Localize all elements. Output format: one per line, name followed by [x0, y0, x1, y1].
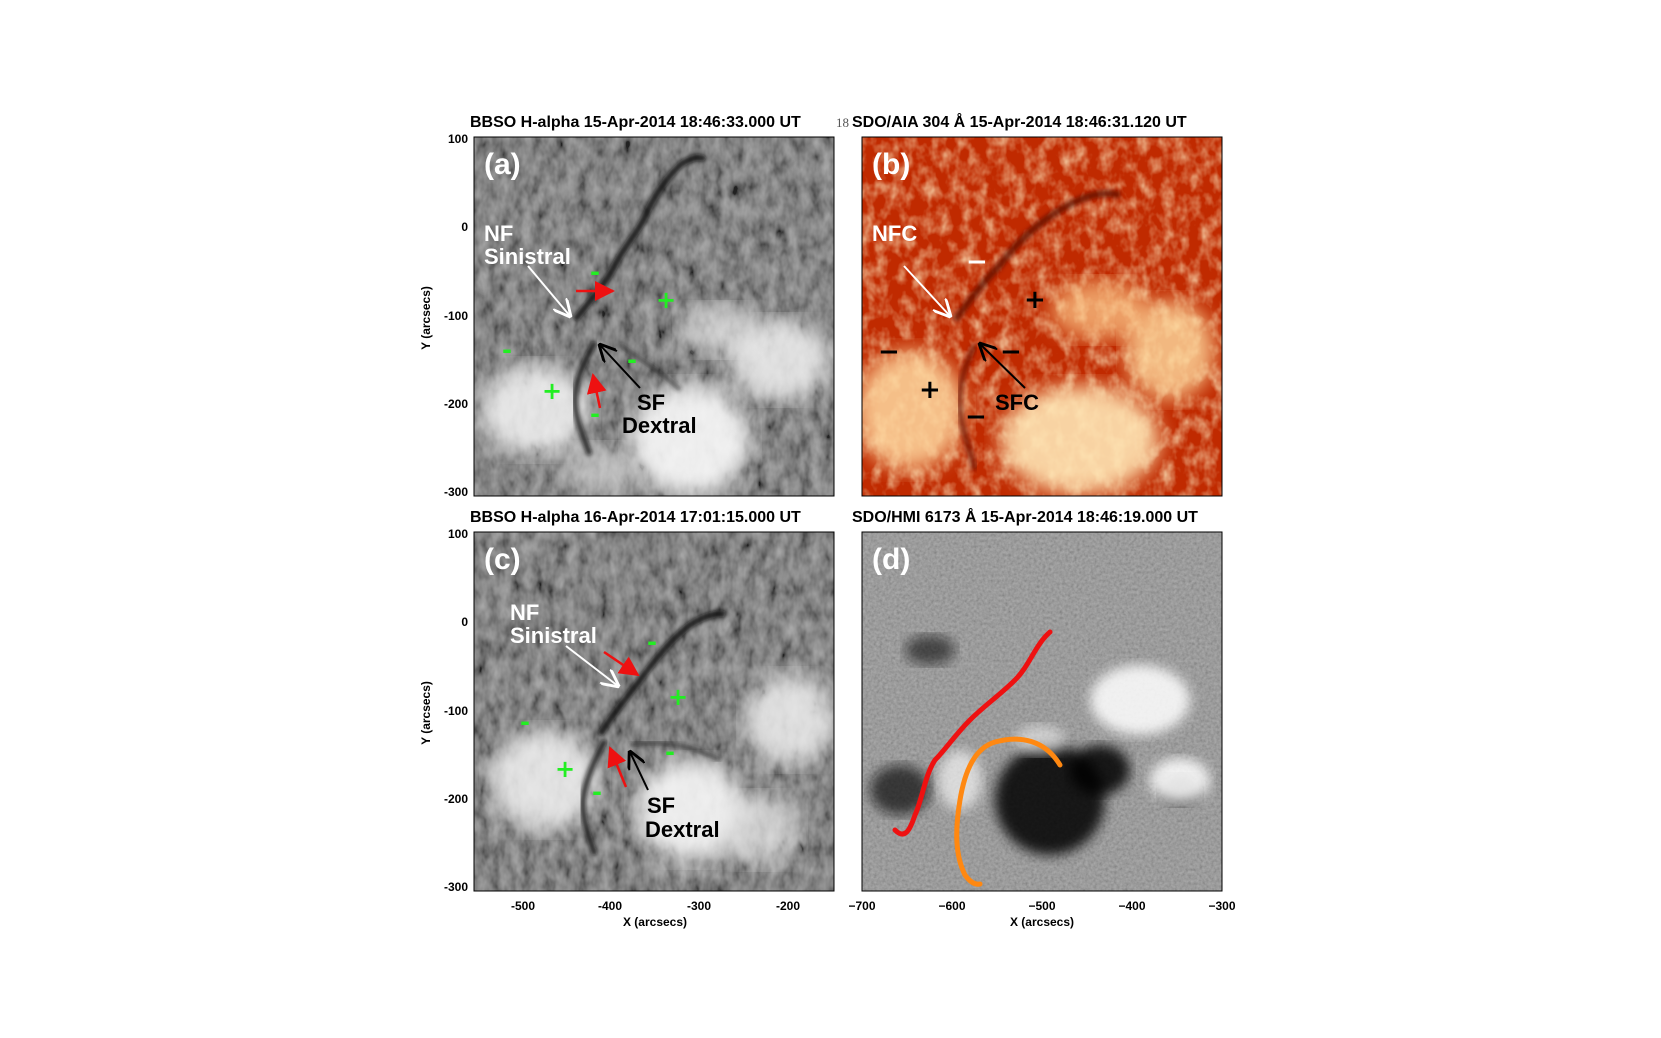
y-tick-c-4: -300: [444, 880, 468, 894]
panel-a-sf-sub: Dextral: [622, 413, 697, 438]
panel-b: SDO/AIA 304 Å 15-Apr-2014 18:46:31.120 U…: [852, 112, 1223, 497]
panel-b-sfc-label: SFC: [995, 390, 1039, 415]
panel-a-nf-arrow: [527, 265, 570, 316]
x-tick-c-0: -500: [511, 899, 535, 913]
panel-d-label: (d): [872, 543, 910, 576]
panel-a-nf-sub: Sinistral: [484, 244, 571, 269]
panel-a-minus-4: -: [590, 400, 600, 428]
panel-a-minus-1: -: [590, 258, 600, 286]
panel-a-y-ticks: 100 0 -100 -200 -300: [444, 132, 468, 499]
panel-c-title: BBSO H-alpha 16-Apr-2014 17:01:15.000 UT: [470, 509, 801, 526]
panel-b-minus-3: −: [1000, 337, 1022, 367]
x-tick-d-3: −400: [1118, 899, 1145, 913]
panel-c-sf-arrow: [630, 752, 649, 791]
panel-a-plus-1: +: [656, 286, 676, 314]
page-number: 18: [836, 115, 849, 130]
x-tick-c-3: -200: [776, 899, 800, 913]
panel-c-plus-1: +: [668, 683, 688, 711]
panel-b-label: (b): [872, 148, 910, 181]
y-tick-c-0: 100: [448, 527, 468, 541]
panel-a-label: (a): [484, 148, 521, 181]
x-tick-d-0: −700: [848, 899, 875, 913]
panel-a-sf-arrow: [600, 345, 641, 389]
panel-c-sf-label: SF: [647, 793, 675, 818]
panel-a-image: [474, 137, 834, 496]
panel-b-title: SDO/AIA 304 Å 15-Apr-2014 18:46:31.120 U…: [852, 112, 1187, 131]
x-tick-c-1: -400: [598, 899, 622, 913]
panel-c-red-arrow-top: [603, 650, 640, 677]
panel-a-nf-label: NF: [484, 221, 513, 246]
panel-c-nf-label: NF: [510, 600, 539, 625]
panel-c-label: (c): [484, 543, 521, 576]
panel-a-red-arrow-bottom: [586, 373, 607, 409]
panel-b-image: [862, 137, 1222, 496]
y-tick-a-4: -300: [444, 485, 468, 499]
panel-b-minus-1: −: [966, 247, 988, 277]
panel-b-minus-4: −: [965, 402, 987, 432]
panel-c-minus-2: -: [520, 708, 530, 736]
panel-c-plus-2: +: [555, 755, 575, 783]
x-tick-d-4: −300: [1208, 899, 1235, 913]
panel-c-minus-1: -: [647, 628, 657, 656]
panel-d-title: SDO/HMI 6173 Å 15-Apr-2014 18:46:19.000 …: [852, 507, 1198, 526]
panel-c-image: [474, 532, 834, 891]
panel-d-x-ticks: −700 −600 −500 −400 −300: [848, 899, 1235, 913]
panel-b-nfc-arrow: [903, 265, 950, 316]
panel-c-sf-sub: Dextral: [645, 817, 720, 842]
y-tick-c-1: 0: [461, 615, 468, 629]
panel-a-plus-2: +: [542, 377, 562, 405]
panel-c-y-ticks: 100 0 -100 -200 -300: [444, 527, 468, 894]
panel-b-sfc-arrow: [980, 344, 1026, 389]
panel-a-ylabel: Y (arcsecs): [419, 286, 433, 350]
x-tick-d-2: −500: [1028, 899, 1055, 913]
panel-b-nfc-label: NFC: [872, 221, 917, 246]
panel-c-xlabel: X (arcsecs): [623, 915, 687, 929]
y-tick-a-0: 100: [448, 132, 468, 146]
panel-c-minus-4: -: [592, 778, 602, 806]
y-tick-c-3: -200: [444, 792, 468, 806]
panel-c-minus-3: -: [665, 738, 675, 766]
panel-c-x-ticks: -500 -400 -300 -200: [511, 899, 800, 913]
panel-d: SDO/HMI 6173 Å 15-Apr-2014 18:46:19.000 …: [848, 507, 1235, 929]
panel-d-orange-filament: [954, 736, 1063, 887]
panel-c-nf-sub: Sinistral: [510, 623, 597, 648]
panel-d-image: [862, 532, 1222, 891]
panel-b-minus-2: −: [878, 337, 900, 367]
panel-a: BBSO H-alpha 15-Apr-2014 18:46:33.000 UT…: [419, 114, 849, 499]
panel-c-nf-arrow: [565, 645, 618, 686]
panel-a-minus-3: -: [627, 346, 637, 374]
panel-b-plus-1: +: [1024, 285, 1046, 315]
panel-b-plus-2: +: [919, 375, 941, 405]
panel-d-xlabel: X (arcsecs): [1010, 915, 1074, 929]
panel-c: BBSO H-alpha 16-Apr-2014 17:01:15.000 UT…: [419, 509, 835, 929]
x-tick-c-2: -300: [687, 899, 711, 913]
panel-a-minus-2: -: [502, 336, 512, 364]
y-tick-a-3: -200: [444, 397, 468, 411]
y-tick-a-1: 0: [461, 220, 468, 234]
y-tick-a-2: -100: [444, 309, 468, 323]
panel-a-sf-label: SF: [637, 390, 665, 415]
panel-c-ylabel: Y (arcsecs): [419, 681, 433, 745]
panel-d-red-filament: [892, 629, 1053, 837]
y-tick-c-2: -100: [444, 704, 468, 718]
x-tick-d-1: −600: [938, 899, 965, 913]
panel-a-title: BBSO H-alpha 15-Apr-2014 18:46:33.000 UT: [470, 114, 801, 131]
panel-c-red-arrow-bottom: [607, 746, 628, 788]
